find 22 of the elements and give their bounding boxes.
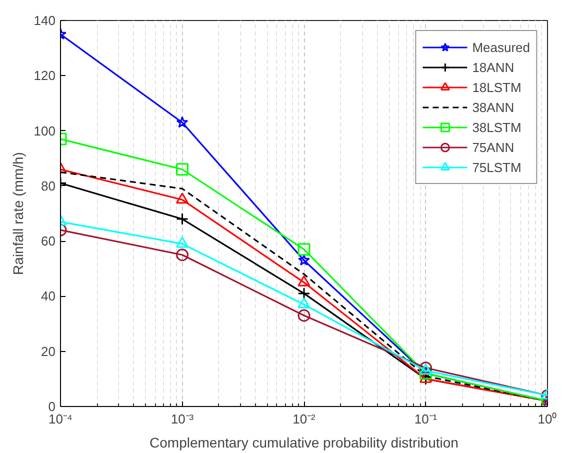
y-tick-label: 40	[41, 288, 56, 304]
y-tick-label: 140	[34, 13, 56, 28]
y-tick-label: 120	[34, 68, 56, 84]
x-tick-label: 10⁻³	[170, 412, 194, 426]
legend-label: 75LSTM	[472, 159, 522, 175]
x-tick-label: 10⁰	[538, 412, 558, 426]
y-tick-label: 80	[41, 178, 56, 194]
y-tick-label: 0	[48, 399, 56, 414]
legend-label: 75ANN	[472, 139, 514, 155]
legend-label: Measured	[472, 39, 530, 55]
legend-label: 38LSTM	[472, 119, 522, 135]
legend-label: 38ANN	[472, 99, 514, 115]
x-tick-label: 10⁻¹	[414, 412, 438, 426]
y-tick-label: 20	[41, 344, 56, 359]
x-tick-label: 10⁻²	[292, 412, 316, 426]
y-tick-label: 100	[34, 123, 56, 138]
legend-label: 18LSTM	[472, 79, 522, 95]
x-tick-label: 10⁻⁴	[48, 412, 73, 426]
legend-label: 18ANN	[472, 59, 514, 75]
y-tick-label: 60	[41, 234, 56, 249]
x-axis-title: Complementary cumulative probability distribution	[150, 434, 458, 450]
y-axis-title: Rainfall rate (mm/h)	[10, 152, 26, 275]
